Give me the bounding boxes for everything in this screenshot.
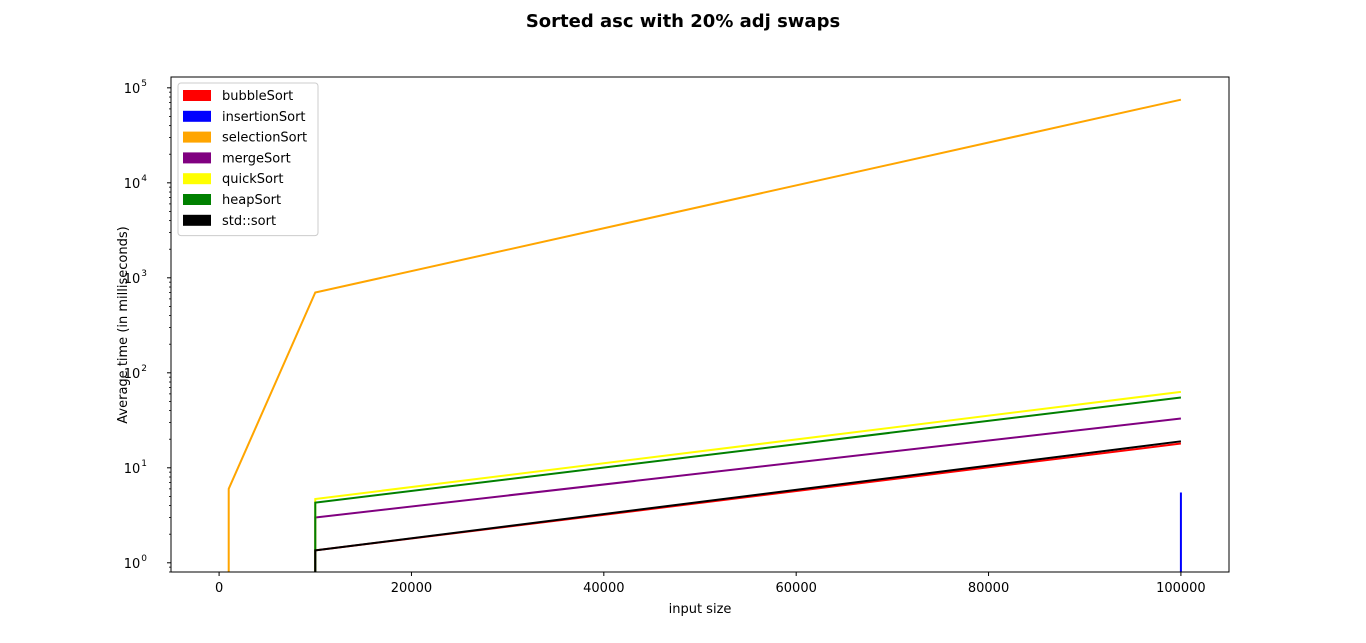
y-axis-label: Average time (in milliseconds) (116, 226, 131, 423)
y-tick-exponent: 5 (141, 79, 147, 89)
y-tick-exponent: 4 (141, 174, 147, 184)
y-tick-label: 104 (124, 174, 148, 192)
y-tick-label: 101 (124, 459, 147, 477)
x-tick-label: 0 (215, 581, 223, 596)
series-line-std-sort (314, 440, 1182, 572)
legend-swatch (183, 152, 211, 164)
legend: bubbleSort insertionSort selectionSort merg… (177, 82, 319, 237)
legend-label: quickSort (222, 172, 283, 187)
legend-box (177, 82, 319, 237)
y-tick-exponent: 0 (141, 554, 147, 564)
legend-swatch (183, 214, 211, 226)
legend-swatch (183, 131, 211, 143)
y-tick-exponent: 1 (141, 459, 147, 469)
legend-label: heapSort (222, 193, 281, 208)
x-tick-label: 20000 (391, 581, 432, 596)
legend-label: insertionSort (222, 110, 306, 125)
legend-swatch (183, 173, 211, 185)
series-line-heapsort (314, 396, 1182, 572)
x-tick-label: 80000 (968, 581, 1009, 596)
legend-label: mergeSort (222, 151, 291, 166)
x-tick-label: 100000 (1156, 581, 1206, 596)
series-line-selectionsort (227, 98, 1182, 572)
series-group (227, 98, 1182, 572)
chart-title: Sorted asc with 20% adj swaps (526, 11, 840, 32)
legend-label: bubbleSort (222, 89, 293, 104)
series-line-quicksort (314, 390, 1182, 572)
x-axis-label: input size (669, 602, 732, 617)
legend-swatch (183, 110, 211, 122)
series-line-bubblesort (314, 442, 1182, 572)
x-tick-label: 60000 (776, 581, 817, 596)
legend-swatch (183, 194, 211, 205)
legend-label: std::sort (222, 214, 276, 229)
plot-frame (170, 76, 1230, 573)
y-tick-exponent: 3 (141, 269, 147, 279)
y-tick-label: 105 (124, 79, 147, 97)
y-tick-label: 100 (124, 554, 148, 572)
x-tick-label: 40000 (583, 581, 624, 596)
plot-area: 0 20000 40000 60000 80000 1000001001011021031… (124, 76, 1230, 596)
legend-swatch (183, 90, 211, 101)
y-tick-exponent: 2 (141, 364, 147, 374)
legend-label: selectionSort (222, 131, 307, 146)
